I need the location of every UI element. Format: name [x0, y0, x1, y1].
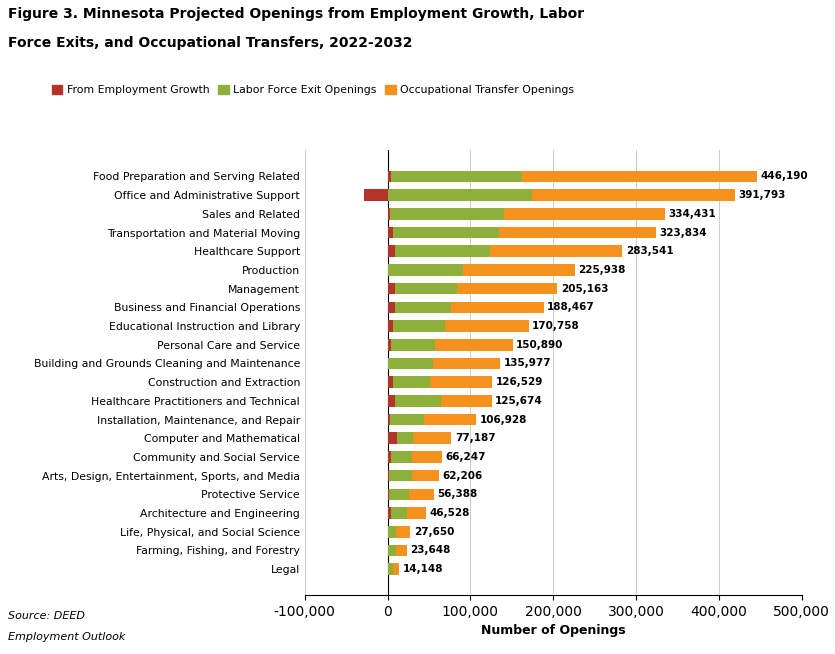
Bar [430, 376, 493, 388]
Text: 323,834: 323,834 [659, 228, 706, 237]
Bar [387, 376, 393, 388]
Text: 225,938: 225,938 [578, 265, 625, 275]
Bar [499, 227, 655, 238]
Legend: From Employment Growth, Labor Force Exit Openings, Occupational Transfer Opening: From Employment Growth, Labor Force Exit… [47, 80, 579, 99]
Text: 126,529: 126,529 [496, 377, 543, 387]
Text: 23,648: 23,648 [411, 545, 451, 555]
Bar [387, 395, 395, 407]
Bar [390, 414, 424, 425]
Bar [397, 432, 413, 444]
Text: 391,793: 391,793 [738, 190, 786, 200]
Bar [387, 301, 395, 313]
Bar [391, 508, 407, 519]
Bar [387, 508, 391, 519]
Bar [387, 489, 389, 500]
Bar [435, 339, 513, 351]
Bar [387, 470, 389, 481]
Bar [395, 283, 457, 294]
Bar [387, 339, 391, 351]
Text: 205,163: 205,163 [561, 284, 608, 294]
Bar [387, 432, 397, 444]
Bar [391, 171, 522, 182]
Bar [504, 208, 665, 220]
Bar [387, 227, 393, 238]
Bar [445, 320, 529, 332]
Bar [424, 414, 476, 425]
Text: 188,467: 188,467 [547, 302, 595, 313]
Text: 125,674: 125,674 [495, 396, 543, 406]
Text: Force Exits, and Occupational Transfers, 2022-2032: Force Exits, and Occupational Transfers,… [8, 36, 412, 50]
Bar [412, 470, 439, 481]
Text: 150,890: 150,890 [516, 339, 564, 350]
Bar [389, 489, 408, 500]
Text: Source: DEED: Source: DEED [8, 611, 85, 621]
Bar [388, 545, 396, 556]
Bar [490, 245, 622, 257]
X-axis label: Number of Openings: Number of Openings [481, 625, 625, 638]
Bar [408, 489, 434, 500]
Bar [387, 190, 533, 201]
Text: 27,650: 27,650 [414, 526, 454, 537]
Bar [441, 395, 492, 407]
Bar [393, 563, 399, 575]
Bar [387, 320, 392, 332]
Bar [391, 451, 412, 463]
Bar [387, 208, 390, 220]
Bar [396, 545, 407, 556]
Bar [433, 358, 500, 370]
Bar [463, 264, 574, 276]
Bar [387, 414, 390, 425]
Bar [393, 227, 499, 238]
Bar [395, 245, 490, 257]
Bar [395, 395, 441, 407]
Bar [392, 320, 445, 332]
Text: 62,206: 62,206 [443, 471, 483, 481]
Bar [396, 526, 411, 538]
Text: 446,190: 446,190 [761, 171, 808, 181]
Text: Figure 3. Minnesota Projected Openings from Employment Growth, Labor: Figure 3. Minnesota Projected Openings f… [8, 7, 584, 20]
Bar [391, 339, 435, 351]
Bar [387, 245, 395, 257]
Text: 14,148: 14,148 [402, 564, 443, 574]
Bar [388, 563, 393, 575]
Bar [389, 470, 412, 481]
Bar [387, 283, 395, 294]
Text: 334,431: 334,431 [668, 209, 716, 219]
Text: 106,928: 106,928 [479, 415, 527, 424]
Bar [522, 171, 757, 182]
Text: 46,528: 46,528 [429, 508, 470, 518]
Bar [407, 508, 426, 519]
Bar [413, 432, 452, 444]
Text: 283,541: 283,541 [625, 246, 673, 256]
Bar [393, 376, 430, 388]
Text: 56,388: 56,388 [438, 489, 478, 500]
Bar [452, 301, 544, 313]
Bar [412, 451, 443, 463]
Bar [457, 283, 558, 294]
Text: 66,247: 66,247 [446, 452, 486, 462]
Text: 170,758: 170,758 [532, 321, 580, 331]
Bar [533, 190, 735, 201]
Bar [388, 526, 396, 538]
Text: 77,187: 77,187 [455, 433, 495, 443]
Bar [395, 301, 452, 313]
Text: Employment Outlook: Employment Outlook [8, 632, 126, 642]
Bar [390, 208, 504, 220]
Text: 135,977: 135,977 [504, 358, 551, 368]
Bar [364, 190, 387, 201]
Bar [387, 451, 391, 463]
Bar [387, 171, 391, 182]
Bar [388, 264, 463, 276]
Bar [388, 358, 433, 370]
